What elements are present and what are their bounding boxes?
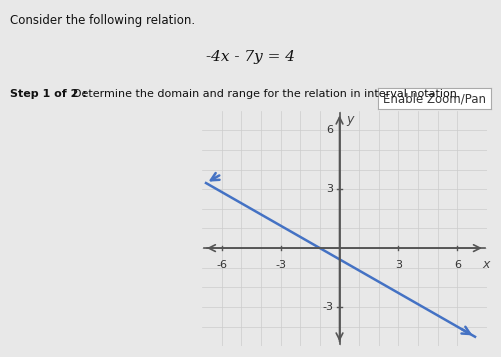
Text: 6: 6 — [454, 260, 461, 270]
Text: Step 1 of 2 :: Step 1 of 2 : — [10, 89, 91, 99]
Text: 3: 3 — [395, 260, 402, 270]
Text: y: y — [346, 113, 354, 126]
Text: 3: 3 — [327, 184, 334, 194]
Text: x: x — [482, 258, 489, 271]
Text: -6: -6 — [216, 260, 227, 270]
Text: -4x - 7y = 4: -4x - 7y = 4 — [206, 50, 295, 64]
Text: Determine the domain and range for the relation in interval notation.: Determine the domain and range for the r… — [73, 89, 460, 99]
Text: Enable Zoom/Pan: Enable Zoom/Pan — [383, 92, 486, 105]
Text: -3: -3 — [275, 260, 286, 270]
Text: -3: -3 — [323, 302, 334, 312]
Text: 6: 6 — [327, 125, 334, 135]
Text: Consider the following relation.: Consider the following relation. — [10, 14, 195, 27]
